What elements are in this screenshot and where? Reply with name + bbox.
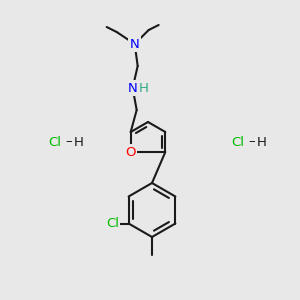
- Text: H: H: [257, 136, 267, 148]
- Text: Cl: Cl: [106, 217, 119, 230]
- Text: N: N: [130, 38, 140, 50]
- Text: –: –: [249, 136, 255, 148]
- Text: Cl: Cl: [232, 136, 244, 148]
- Text: H: H: [139, 82, 148, 94]
- Text: N: N: [128, 82, 138, 94]
- Text: H: H: [74, 136, 84, 148]
- Text: O: O: [125, 146, 136, 158]
- Text: Cl: Cl: [49, 136, 62, 148]
- Text: –: –: [66, 136, 72, 148]
